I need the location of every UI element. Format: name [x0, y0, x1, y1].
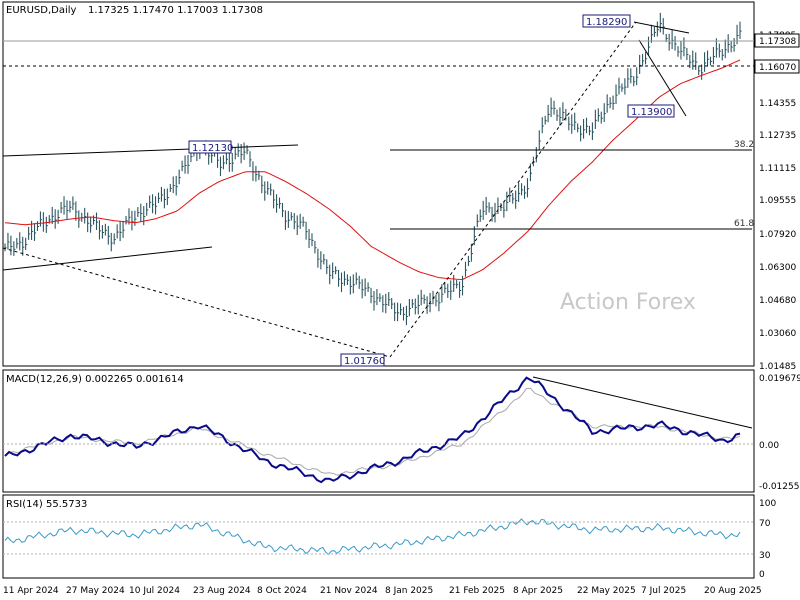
- symbol-label: EURUSD,Daily: [6, 5, 77, 16]
- svg-text:1.18290: 1.18290: [586, 17, 627, 28]
- price-tick: 1.14355: [759, 99, 796, 109]
- rsi-tick: 70: [759, 519, 771, 529]
- upper-channel-line: [2, 144, 299, 157]
- svg-text:1.17308: 1.17308: [759, 37, 796, 47]
- rsi-label: RSI(14) 55.5733: [6, 499, 87, 510]
- trendlines: [2, 21, 753, 429]
- ohlc-label: 1.17325 1.17470 1.17003 1.17308: [88, 5, 263, 16]
- date-tick: 7 Jul 2025: [641, 586, 686, 596]
- fib-618-label: 61.8: [734, 219, 754, 229]
- svg-text:1.13900: 1.13900: [631, 107, 672, 118]
- fib-382-label: 38.2: [734, 140, 754, 150]
- date-tick: 11 Apr 2024: [3, 586, 59, 596]
- level-price-tag: 1.16070: [754, 59, 800, 74]
- annotation-high-2025: 1.18290: [582, 14, 631, 28]
- macd-axis: 0.019679 0.00 -0.012552: [759, 374, 800, 492]
- date-tick: 22 May 2025: [577, 586, 636, 596]
- rsi-axis: 100 70 30 0: [759, 499, 776, 580]
- rsi-panel: [2, 494, 755, 579]
- macd-tick: -0.012552: [759, 482, 800, 492]
- date-tick: 21 Nov 2024: [320, 586, 378, 596]
- macd-tick: 0.019679: [759, 374, 800, 384]
- date-tick: 8 Jan 2025: [385, 586, 433, 596]
- price-tick: 1.03060: [759, 329, 796, 339]
- date-tick: 27 May 2024: [66, 586, 125, 596]
- date-tick: 10 Jul 2024: [129, 586, 180, 596]
- rsi-tick: 100: [759, 499, 776, 509]
- price-levels: 38.2 61.8: [3, 40, 754, 230]
- rsi-tick: 30: [759, 551, 771, 561]
- price-tick: 1.06300: [759, 263, 796, 273]
- macd-label: MACD(12,26,9) 0.002265 0.001614: [6, 374, 184, 385]
- price-tick: 1.01485: [759, 362, 796, 372]
- price-tick: 1.04680: [759, 296, 796, 306]
- svg-text:1.12130: 1.12130: [192, 143, 233, 154]
- price-tick: 1.07920: [759, 230, 796, 240]
- moving-average-line: [4, 59, 741, 281]
- current-price-tag: 1.17308: [754, 33, 800, 48]
- top-line: [633, 21, 690, 34]
- date-tick: 21 Feb 2025: [449, 586, 505, 596]
- annotation-high-2024: 1.12130: [188, 140, 233, 154]
- macd-divergence-line: [532, 376, 753, 429]
- macd-series: [4, 376, 741, 484]
- date-tick: 20 Aug 2025: [704, 586, 762, 596]
- rsi-tick: 0: [759, 570, 765, 580]
- dashed-support-line: [2, 247, 391, 358]
- pullback-line: [638, 39, 687, 117]
- annotation-low-2025: 1.01760: [340, 353, 385, 367]
- macd-line: [4, 376, 741, 484]
- price-axis: 1.17885 1.14355 1.12735 1.11115 1.09555 …: [754, 31, 800, 372]
- svg-text:1.16070: 1.16070: [759, 63, 796, 73]
- macd-tick: 0.00: [759, 441, 779, 451]
- price-tick: 1.09555: [759, 196, 796, 206]
- watermark: Action Forex: [560, 290, 696, 315]
- lower-channel-line: [2, 246, 213, 271]
- date-axis: 11 Apr 2024 27 May 2024 10 Jul 2024 23 A…: [3, 586, 762, 596]
- price-tick: 1.11115: [759, 164, 796, 174]
- date-tick: 8 Oct 2024: [257, 586, 307, 596]
- svg-text:1.01760: 1.01760: [344, 356, 385, 367]
- rsi-line: [4, 518, 741, 556]
- annotation-pullback-low: 1.13900: [627, 104, 675, 118]
- rsi-series: [4, 518, 741, 556]
- date-tick: 8 Apr 2025: [513, 586, 563, 596]
- macd-panel: [2, 369, 755, 493]
- price-panel: [2, 1, 755, 367]
- price-tick: 1.12735: [759, 131, 796, 141]
- date-tick: 23 Aug 2024: [193, 586, 251, 596]
